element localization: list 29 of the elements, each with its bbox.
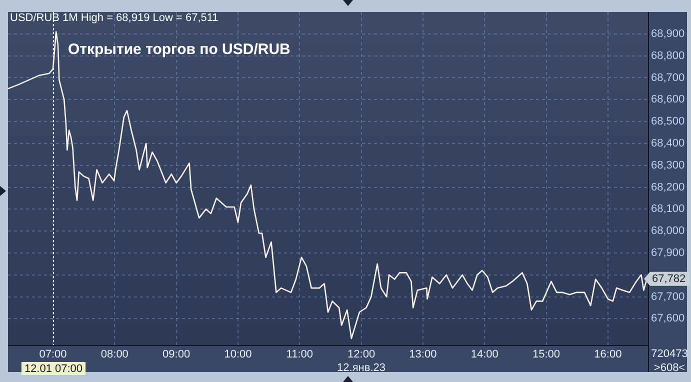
x-tick-label: 13:00 bbox=[409, 348, 437, 361]
x-tick-label: 11:00 bbox=[286, 348, 313, 361]
y-tick-label: 68,400 bbox=[651, 137, 685, 150]
y-tick-label: 67,600 bbox=[651, 312, 685, 325]
y-tick-label: 68,700 bbox=[651, 72, 685, 84]
text: >608< bbox=[654, 362, 686, 374]
y-tick-label: 68,800 bbox=[651, 50, 685, 62]
annotation: Открытие торгов по USD/RUB bbox=[68, 41, 291, 58]
annotation: 67,782 bbox=[652, 272, 686, 285]
x-tick-label: 09:00 bbox=[162, 348, 190, 361]
x-tick-label: 08:00 bbox=[100, 348, 128, 361]
x-tick-label: 15:00 bbox=[532, 348, 560, 361]
y-tick-label: 68,500 bbox=[651, 116, 685, 128]
y-tick-label: 68,200 bbox=[651, 181, 685, 194]
y-tick-label: 67,700 bbox=[651, 290, 685, 303]
x-tick-label: 12:00 bbox=[348, 348, 376, 361]
ref-line-label: 12.01 07:00 bbox=[24, 363, 83, 376]
y-tick-label: 68,300 bbox=[651, 159, 685, 172]
x-tick-label: 07:00 bbox=[39, 348, 67, 361]
x-tick-label: 10:00 bbox=[224, 348, 252, 361]
y-tick-label: 67,900 bbox=[651, 247, 685, 260]
y-tick-label: 68,100 bbox=[651, 203, 685, 216]
y-tick-label: 68,000 bbox=[651, 225, 685, 238]
text: 12.янв.23 bbox=[337, 362, 386, 374]
x-tick-label: 16:00 bbox=[594, 348, 622, 361]
y-tick-label: 68,900 bbox=[651, 28, 685, 40]
y-tick-label: 68,600 bbox=[651, 94, 685, 106]
x-tick-label: 14:00 bbox=[470, 348, 498, 361]
chart-title: USD/RUB 1M High = 68,919 Low = 67,511 bbox=[10, 12, 218, 24]
